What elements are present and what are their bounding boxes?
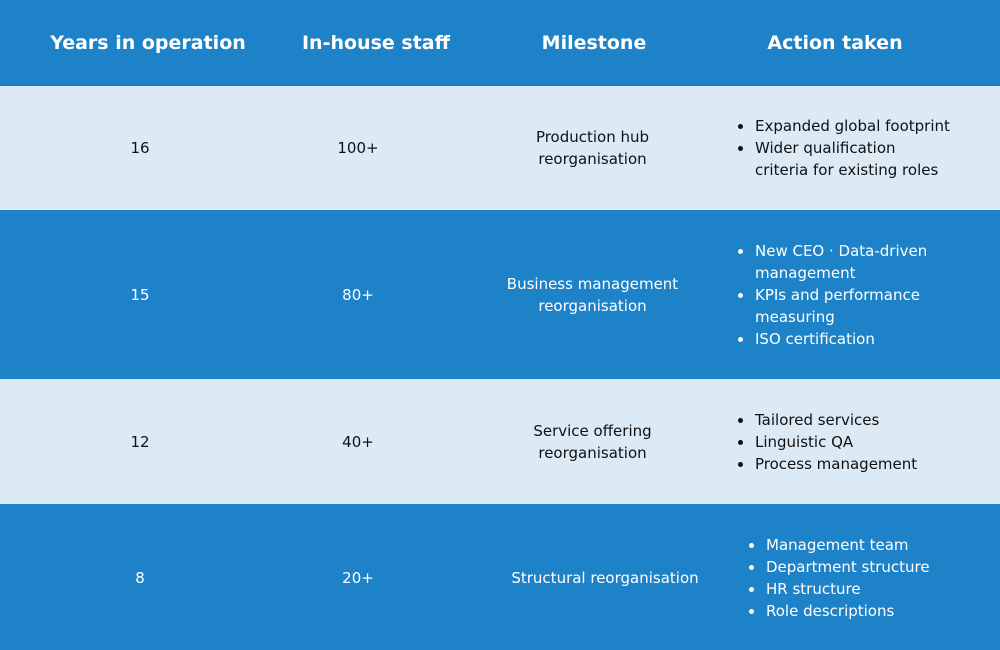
milestone-cell: Service offering reorganisation <box>490 379 695 504</box>
action-list: Tailored services Linguistic QA Process … <box>735 409 917 475</box>
action-list: Expanded global footprint Wider qualific… <box>735 115 950 181</box>
header-in-house-staff: In-house staff <box>301 31 450 54</box>
action-cell: Expanded global footprint Wider qualific… <box>735 86 985 210</box>
action-item: Wider qualification criteria for existin… <box>735 137 950 181</box>
action-item: Management team <box>746 534 930 556</box>
action-item: Tailored services <box>735 409 917 431</box>
milestone-cell: Business management reorganisation <box>490 211 695 378</box>
action-item: Department structure <box>746 556 930 578</box>
milestone-text: Service offering reorganisation <box>533 421 652 462</box>
action-item: Linguistic QA <box>735 431 917 453</box>
header-years-in-operation: Years in operation <box>50 31 246 54</box>
table-header-row: Years in operation In-house staff Milest… <box>0 0 1000 86</box>
milestone-text: Production hub reorganisation <box>535 128 650 168</box>
action-list: New CEO · Data-driven management KPIs an… <box>735 240 950 350</box>
staff-cell: 100+ <box>337 139 379 157</box>
action-cell: Tailored services Linguistic QA Process … <box>735 379 985 504</box>
table-row: 16 100+ Production hub reorganisation Ex… <box>0 86 1000 210</box>
action-cell: Management team Department structure HR … <box>746 505 986 650</box>
action-item: ISO certification <box>735 328 950 350</box>
action-cell: New CEO · Data-driven management KPIs an… <box>735 211 985 378</box>
action-item: Expanded global footprint <box>735 115 950 137</box>
action-item: New CEO · Data-driven management <box>735 240 950 284</box>
table-row: 15 80+ Business management reorganisatio… <box>0 211 1000 378</box>
staff-cell: 80+ <box>342 285 374 304</box>
years-cell: 16 <box>130 139 150 157</box>
staff-cell: 20+ <box>342 568 374 587</box>
milestone-text: Structural reorganisation <box>511 568 699 587</box>
action-item: Process management <box>735 453 917 475</box>
header-milestone: Milestone <box>541 31 647 54</box>
action-list: Management team Department structure HR … <box>746 534 930 622</box>
action-item: HR structure <box>746 578 930 600</box>
action-item: Role descriptions <box>746 600 930 622</box>
years-cell: 12 <box>130 432 150 451</box>
milestone-text: Business management reorganisation <box>506 274 679 315</box>
table-row: 12 40+ Service offering reorganisation T… <box>0 379 1000 504</box>
staff-cell: 40+ <box>342 432 374 451</box>
milestone-cell: Structural reorganisation <box>505 505 705 650</box>
header-action-taken: Action taken <box>767 31 903 54</box>
years-cell: 8 <box>135 568 145 587</box>
years-cell: 15 <box>130 285 150 304</box>
milestone-cell: Production hub reorganisation <box>490 86 695 210</box>
action-item: KPIs and performance measuring <box>735 284 950 328</box>
table-row: 8 20+ Structural reorganisation Manageme… <box>0 505 1000 650</box>
